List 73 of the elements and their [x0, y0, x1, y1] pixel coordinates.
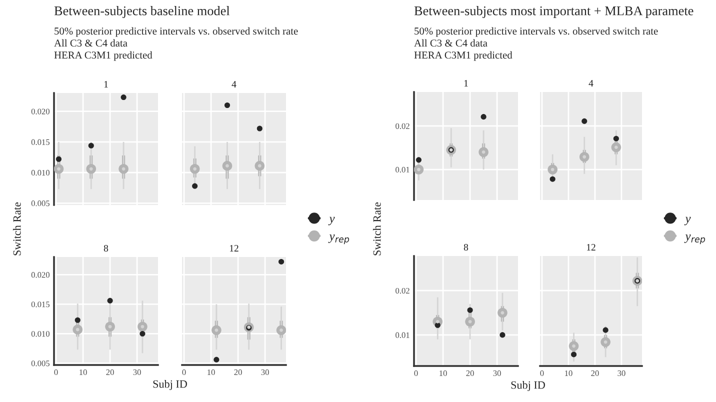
- y-tick-label: 0.015: [31, 139, 50, 145]
- text: 50% posterior predictive intervals vs. observed switch rate: [414, 27, 658, 37]
- x-axis-title: Subj ID: [511, 380, 545, 392]
- x-tick-label: 0: [54, 369, 58, 376]
- legend-label: y$_{rep}$: [328, 234, 350, 244]
- x-tick-label: 0: [540, 370, 544, 376]
- point: [550, 176, 556, 182]
- point: [140, 330, 146, 336]
- point: [107, 298, 113, 304]
- point: [582, 118, 588, 124]
- point: [256, 126, 262, 132]
- x-tick-label: 20: [234, 369, 242, 376]
- point: [192, 183, 198, 189]
- chart-title: 4: [588, 80, 594, 86]
- chart-title: 1: [464, 80, 468, 86]
- y-tick-label: 0.005: [31, 200, 50, 206]
- text: HERA C3M1 predicted: [54, 51, 152, 61]
- chart-title: 12: [230, 245, 238, 252]
- x-tick-label: 10: [80, 369, 87, 376]
- y-tick-label: 0.010: [31, 331, 50, 337]
- point: [467, 307, 473, 313]
- x-axis-title: Subj ID: [153, 380, 187, 390]
- y-tick-label: 0.020: [31, 108, 50, 114]
- legend-label: y: [328, 216, 335, 226]
- x-tick-label: 10: [208, 369, 215, 376]
- text: 50% posterior predictive intervals vs. observed switch rate: [54, 27, 298, 37]
- x-tick-label: 30: [493, 370, 501, 376]
- point: [88, 142, 94, 148]
- y-tick-label: 0.01: [396, 332, 410, 338]
- legend-label: y$_{rep}$: [684, 234, 706, 244]
- text: Between-subjects baseline model: [54, 6, 230, 18]
- chart-title: 4: [232, 81, 236, 88]
- x-tick-label: 20: [466, 370, 474, 376]
- text: All C3 & C4 data: [54, 39, 128, 47]
- point: [500, 332, 506, 338]
- y-tick-label: 0.010: [31, 170, 50, 176]
- x-tick-label: 0: [414, 370, 418, 376]
- point: [224, 102, 230, 108]
- y-axis-title: Switch Rate: [372, 202, 381, 256]
- x-tick-label: 30: [133, 369, 141, 376]
- y-tick-label: 0.005: [31, 360, 50, 366]
- point: [120, 94, 126, 100]
- x-tick-label: 30: [261, 369, 269, 376]
- y-tick-label: 0.020: [31, 272, 50, 278]
- point: [571, 352, 577, 358]
- x-tick-label: 20: [591, 370, 599, 376]
- point: [278, 258, 284, 264]
- chart-title: 8: [464, 244, 468, 251]
- x-tick-label: 0: [182, 369, 186, 376]
- legend-label: y: [684, 216, 691, 226]
- x-tick-label: 20: [106, 369, 114, 376]
- point: [602, 327, 608, 333]
- chart-title: 8: [104, 244, 108, 252]
- chart-title: 1: [104, 81, 108, 88]
- y-tick-label: 0.02: [396, 123, 410, 129]
- x-tick-label: 30: [618, 370, 626, 376]
- point: [416, 157, 422, 163]
- x-tick-label: 10: [565, 370, 572, 376]
- y-tick-label: 0.02: [396, 288, 410, 294]
- point: [56, 156, 62, 162]
- x-tick-label: 10: [440, 370, 447, 376]
- point: [74, 317, 80, 323]
- point: [434, 322, 440, 328]
- y-tick-label: 0.01: [396, 166, 410, 173]
- chart-title: 12: [586, 244, 596, 250]
- text: HERA C3M1 predicted: [414, 51, 512, 61]
- y-axis-title: Switch Rate: [12, 202, 21, 256]
- point: [480, 114, 486, 120]
- text: Between-subjects most important + MLBA paramete: [414, 6, 694, 18]
- y-tick-label: 0.015: [31, 302, 50, 308]
- point: [613, 136, 619, 142]
- text: All C3 & C4 data: [414, 39, 488, 47]
- point: [214, 356, 220, 362]
